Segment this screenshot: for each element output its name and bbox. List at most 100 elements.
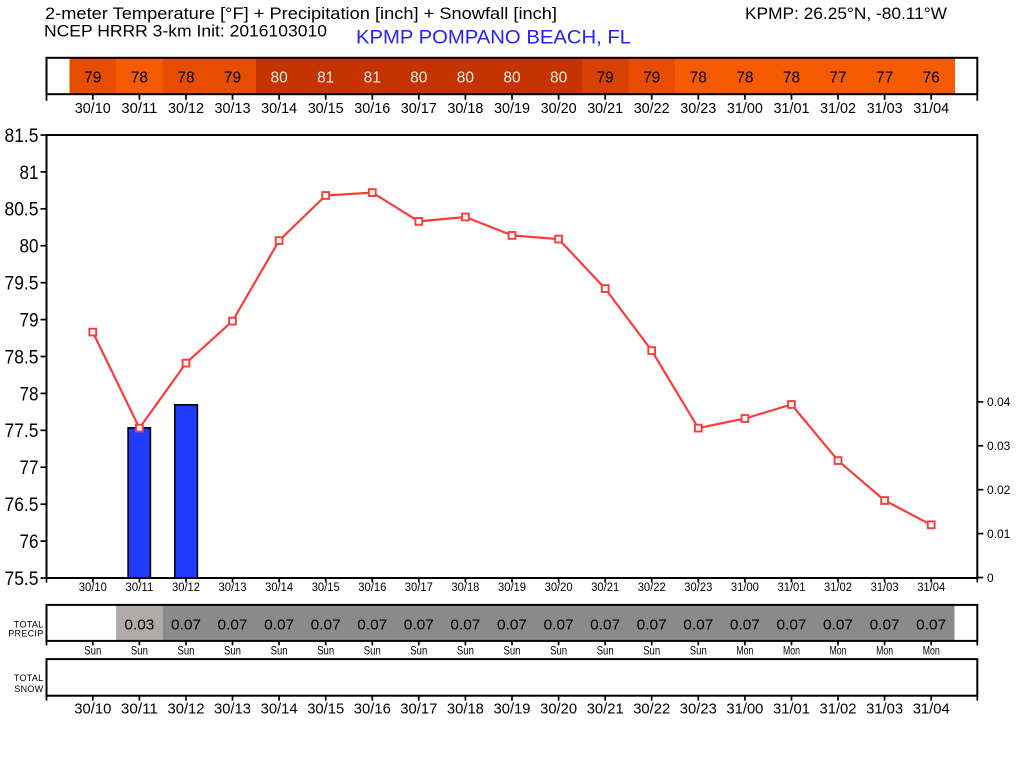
svg-text:Sun: Sun <box>690 646 707 658</box>
svg-text:30/12: 30/12 <box>168 100 204 117</box>
svg-text:79: 79 <box>643 69 660 86</box>
svg-text:Sun: Sun <box>271 646 288 658</box>
svg-text:31/01: 31/01 <box>778 580 806 594</box>
svg-text:30/14: 30/14 <box>265 580 293 594</box>
svg-text:31/04: 31/04 <box>913 700 950 717</box>
svg-text:30/23: 30/23 <box>684 580 712 594</box>
svg-text:30/15: 30/15 <box>307 700 344 717</box>
svg-text:2-meter Temperature [°F] + Pre: 2-meter Temperature [°F] + Precipitation… <box>45 4 557 23</box>
svg-text:30/18: 30/18 <box>447 100 483 117</box>
svg-text:Sun: Sun <box>457 646 474 658</box>
svg-text:0.07: 0.07 <box>404 617 434 634</box>
svg-text:31/03: 31/03 <box>867 100 903 117</box>
svg-text:31/03: 31/03 <box>866 700 903 717</box>
svg-text:78: 78 <box>783 69 800 86</box>
svg-text:30/21: 30/21 <box>587 100 623 117</box>
svg-text:30/17: 30/17 <box>405 580 433 594</box>
svg-text:81.5: 81.5 <box>5 126 39 147</box>
svg-text:Sun: Sun <box>550 646 567 658</box>
svg-text:30/19: 30/19 <box>494 700 531 717</box>
svg-text:0.07: 0.07 <box>823 617 853 634</box>
svg-text:Sun: Sun <box>224 646 241 658</box>
svg-text:30/23: 30/23 <box>680 100 716 117</box>
svg-text:30/11: 30/11 <box>121 100 157 117</box>
svg-text:30/21: 30/21 <box>591 580 619 594</box>
svg-text:30/11: 30/11 <box>125 580 153 594</box>
svg-text:31/02: 31/02 <box>820 100 856 117</box>
svg-text:Mon: Mon <box>736 646 753 658</box>
svg-text:0.07: 0.07 <box>777 617 807 634</box>
svg-text:30/12: 30/12 <box>168 700 205 717</box>
svg-text:31/02: 31/02 <box>820 700 857 717</box>
svg-text:0.07: 0.07 <box>590 617 620 634</box>
svg-text:0: 0 <box>987 571 994 585</box>
svg-text:0.07: 0.07 <box>450 617 480 634</box>
svg-text:78: 78 <box>20 384 39 405</box>
svg-text:Sun: Sun <box>597 646 614 658</box>
svg-text:Sun: Sun <box>410 646 427 658</box>
svg-text:30/17: 30/17 <box>401 100 437 117</box>
svg-text:76: 76 <box>20 532 39 553</box>
svg-text:78: 78 <box>131 69 148 86</box>
svg-text:31/00: 31/00 <box>726 700 763 717</box>
svg-text:SNOW: SNOW <box>14 684 43 694</box>
svg-text:80.5: 80.5 <box>5 200 39 221</box>
svg-text:Sun: Sun <box>643 646 660 658</box>
svg-text:0.07: 0.07 <box>311 617 341 634</box>
svg-text:78: 78 <box>690 69 707 86</box>
svg-text:30/16: 30/16 <box>354 100 390 117</box>
svg-text:30/22: 30/22 <box>634 100 670 117</box>
svg-text:80: 80 <box>270 69 288 86</box>
svg-text:30/13: 30/13 <box>219 580 247 594</box>
svg-text:30/16: 30/16 <box>354 700 391 717</box>
svg-text:30/20: 30/20 <box>540 700 577 717</box>
svg-text:79: 79 <box>224 69 241 86</box>
svg-text:0.07: 0.07 <box>218 617 248 634</box>
svg-text:31/01: 31/01 <box>774 100 810 117</box>
svg-text:30/20: 30/20 <box>545 580 573 594</box>
svg-text:31/01: 31/01 <box>773 700 810 717</box>
svg-text:30/10: 30/10 <box>75 100 111 117</box>
svg-text:80: 80 <box>20 237 39 258</box>
svg-text:31/04: 31/04 <box>917 580 945 594</box>
svg-text:77: 77 <box>876 69 893 86</box>
svg-text:30/14: 30/14 <box>261 100 297 117</box>
svg-text:30/15: 30/15 <box>308 100 344 117</box>
svg-text:TOTAL: TOTAL <box>14 673 44 683</box>
svg-text:30/16: 30/16 <box>358 580 386 594</box>
svg-text:0.07: 0.07 <box>683 617 713 634</box>
svg-text:78.5: 78.5 <box>5 347 39 368</box>
svg-text:30/14: 30/14 <box>261 700 298 717</box>
svg-text:78: 78 <box>736 69 753 86</box>
svg-text:NCEP HRRR 3-km Init: 201610301: NCEP HRRR 3-km Init: 2016103010 <box>44 23 327 41</box>
svg-text:30/11: 30/11 <box>121 700 158 717</box>
svg-text:0.07: 0.07 <box>171 617 201 634</box>
svg-text:30/19: 30/19 <box>494 100 530 117</box>
svg-text:30/13: 30/13 <box>215 100 251 117</box>
svg-text:Sun: Sun <box>178 646 195 658</box>
svg-text:0.07: 0.07 <box>916 617 946 634</box>
svg-text:31/00: 31/00 <box>731 580 759 594</box>
svg-text:30/21: 30/21 <box>587 700 624 717</box>
svg-text:77.5: 77.5 <box>5 421 39 442</box>
svg-text:KPMP: 26.25°N, -80.11°W: KPMP: 26.25°N, -80.11°W <box>745 5 947 23</box>
svg-text:79: 79 <box>84 69 101 86</box>
svg-text:75.5: 75.5 <box>5 569 39 590</box>
svg-text:81: 81 <box>364 69 381 86</box>
svg-text:81: 81 <box>20 163 39 184</box>
svg-text:0.03: 0.03 <box>987 439 1011 453</box>
svg-text:30/20: 30/20 <box>541 100 577 117</box>
svg-text:81: 81 <box>317 69 334 86</box>
svg-text:Mon: Mon <box>830 646 847 658</box>
svg-text:0.07: 0.07 <box>264 617 294 634</box>
svg-text:30/10: 30/10 <box>79 580 107 594</box>
svg-text:TOTAL: TOTAL <box>14 619 44 629</box>
svg-text:Sun: Sun <box>84 646 101 658</box>
svg-text:80: 80 <box>503 69 521 86</box>
svg-text:Sun: Sun <box>317 646 334 658</box>
svg-text:30/12: 30/12 <box>172 580 200 594</box>
svg-text:78: 78 <box>177 69 194 86</box>
svg-text:79: 79 <box>597 69 614 86</box>
svg-text:30/19: 30/19 <box>498 580 526 594</box>
svg-text:0.03: 0.03 <box>124 617 154 634</box>
